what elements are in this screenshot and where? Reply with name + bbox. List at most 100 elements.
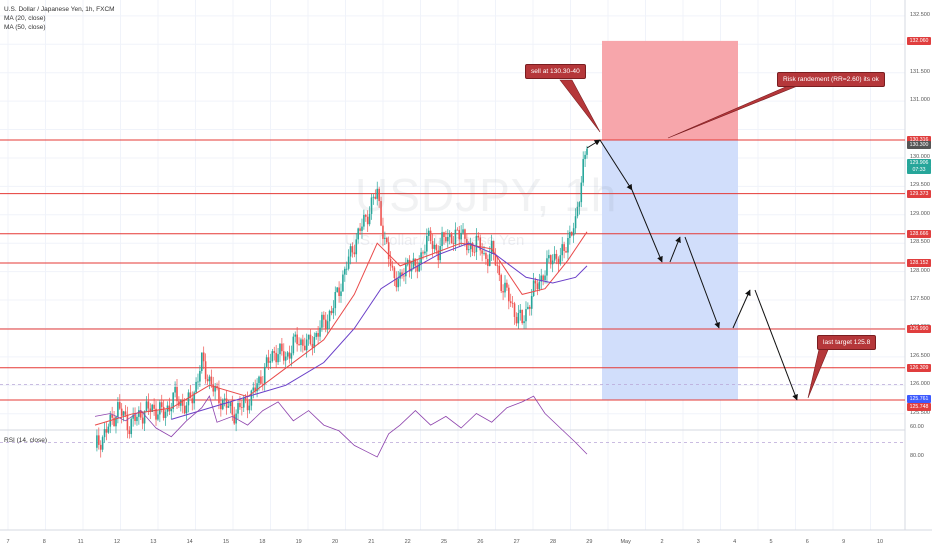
candle-body xyxy=(401,272,403,276)
candle-body xyxy=(284,356,287,361)
candle-body xyxy=(187,392,190,406)
time-tick: 6 xyxy=(805,539,809,545)
candle-body xyxy=(130,418,133,435)
candle-body xyxy=(454,229,457,245)
candle-body xyxy=(212,384,215,392)
candle-body xyxy=(332,308,335,314)
time-tick: 26 xyxy=(477,539,484,545)
candle-body xyxy=(418,263,420,272)
time-tick: 25 xyxy=(440,539,448,545)
time-tick: 29 xyxy=(586,539,593,545)
candle-body xyxy=(553,253,556,261)
chart-watermark-sub: U.S. Dollar / Japanese Yen xyxy=(345,232,525,249)
time-tick: 22 xyxy=(404,539,411,545)
candle-body xyxy=(170,409,173,412)
symbol-legend[interactable]: U.S. Dollar / Japanese Yen, 1h, FXCM xyxy=(4,6,115,13)
candle-body xyxy=(546,258,548,276)
candle-body xyxy=(416,265,419,272)
price-tick: 125.500 xyxy=(910,409,930,416)
candle-body xyxy=(448,234,451,237)
candle-body xyxy=(128,430,131,435)
time-tick: 13 xyxy=(150,539,157,545)
price-tick: 128.500 xyxy=(910,239,930,246)
candle-body xyxy=(111,414,113,418)
time-tick: 28 xyxy=(549,539,557,545)
candle-body xyxy=(96,435,98,448)
ma50-legend[interactable]: MA (50, close) xyxy=(4,24,46,31)
time-tick: 10 xyxy=(876,539,884,545)
candle-body xyxy=(441,232,443,247)
time-tick: 20 xyxy=(331,539,339,545)
candle-body xyxy=(256,383,258,392)
candle-body xyxy=(467,249,470,251)
candle-body xyxy=(349,246,352,257)
candle-body xyxy=(204,361,207,380)
candle-body xyxy=(481,250,483,254)
time-tick: 11 xyxy=(77,539,84,545)
candle-body xyxy=(218,388,220,404)
candle-body xyxy=(559,255,562,265)
time-tick: May xyxy=(620,539,631,545)
target-pointer xyxy=(807,344,831,399)
ma20-legend[interactable]: MA (20, close) xyxy=(4,15,46,22)
candle-body xyxy=(422,252,424,254)
candle-body xyxy=(424,251,426,254)
candle-body xyxy=(563,244,565,251)
candle-body xyxy=(355,239,358,255)
time-tick: 2 xyxy=(660,539,664,545)
candle-body xyxy=(162,406,165,418)
candle-body xyxy=(319,327,321,337)
time-tick: 21 xyxy=(368,539,375,545)
candle-body xyxy=(164,411,167,418)
candle-body xyxy=(195,381,197,393)
candle-body xyxy=(132,414,134,419)
candle-body xyxy=(296,334,298,345)
candle-body xyxy=(210,376,213,385)
time-tick: 12 xyxy=(113,539,121,545)
candle-body xyxy=(460,232,462,240)
price-tag: 128.152 xyxy=(907,258,931,267)
price-tag: 126.309 xyxy=(907,363,931,372)
candle-body xyxy=(391,265,394,268)
price-tick: 131.500 xyxy=(910,68,930,75)
candle-body xyxy=(582,159,584,183)
candle-body xyxy=(509,301,512,303)
candle-body xyxy=(107,426,110,433)
candle-body xyxy=(498,265,501,276)
price-tag: 125.761 xyxy=(907,394,931,403)
projection-arrow xyxy=(754,289,798,401)
stop-zone xyxy=(602,40,738,140)
candle-body xyxy=(439,246,441,261)
price-tick: 129.500 xyxy=(910,182,930,189)
candle-body xyxy=(309,334,312,344)
candle-body xyxy=(570,231,573,236)
rsi-legend[interactable]: RSI (14, close) xyxy=(4,437,47,444)
candle-body xyxy=(452,243,455,245)
candle-body xyxy=(98,435,100,445)
candle-body xyxy=(242,397,245,408)
candle-body xyxy=(313,336,316,348)
candle-body xyxy=(265,357,268,367)
sell-note[interactable]: sell at 130.30-40 xyxy=(525,64,586,79)
candle-body xyxy=(450,234,453,244)
candle-body xyxy=(267,357,270,363)
candle-body xyxy=(412,258,415,269)
candle-body xyxy=(317,333,319,337)
projection-arrow xyxy=(732,289,751,329)
candle-body xyxy=(555,253,558,259)
candle-body xyxy=(488,254,491,266)
price-tag: 130.300 xyxy=(907,140,931,149)
candle-body xyxy=(139,410,142,418)
candle-body xyxy=(105,429,108,433)
candle-body xyxy=(126,414,129,431)
candle-body xyxy=(122,411,125,416)
projection-arrow xyxy=(631,189,663,263)
target-note[interactable]: last target 125.8 xyxy=(817,335,877,350)
price-tag: 126.990 xyxy=(907,325,931,334)
candle-body xyxy=(506,282,508,288)
candle-body xyxy=(220,403,222,410)
price-tag: 07:33 xyxy=(907,166,931,175)
risk-note[interactable]: Risk randement (RR=2.60) its ok xyxy=(777,72,885,87)
candle-body xyxy=(311,343,314,348)
